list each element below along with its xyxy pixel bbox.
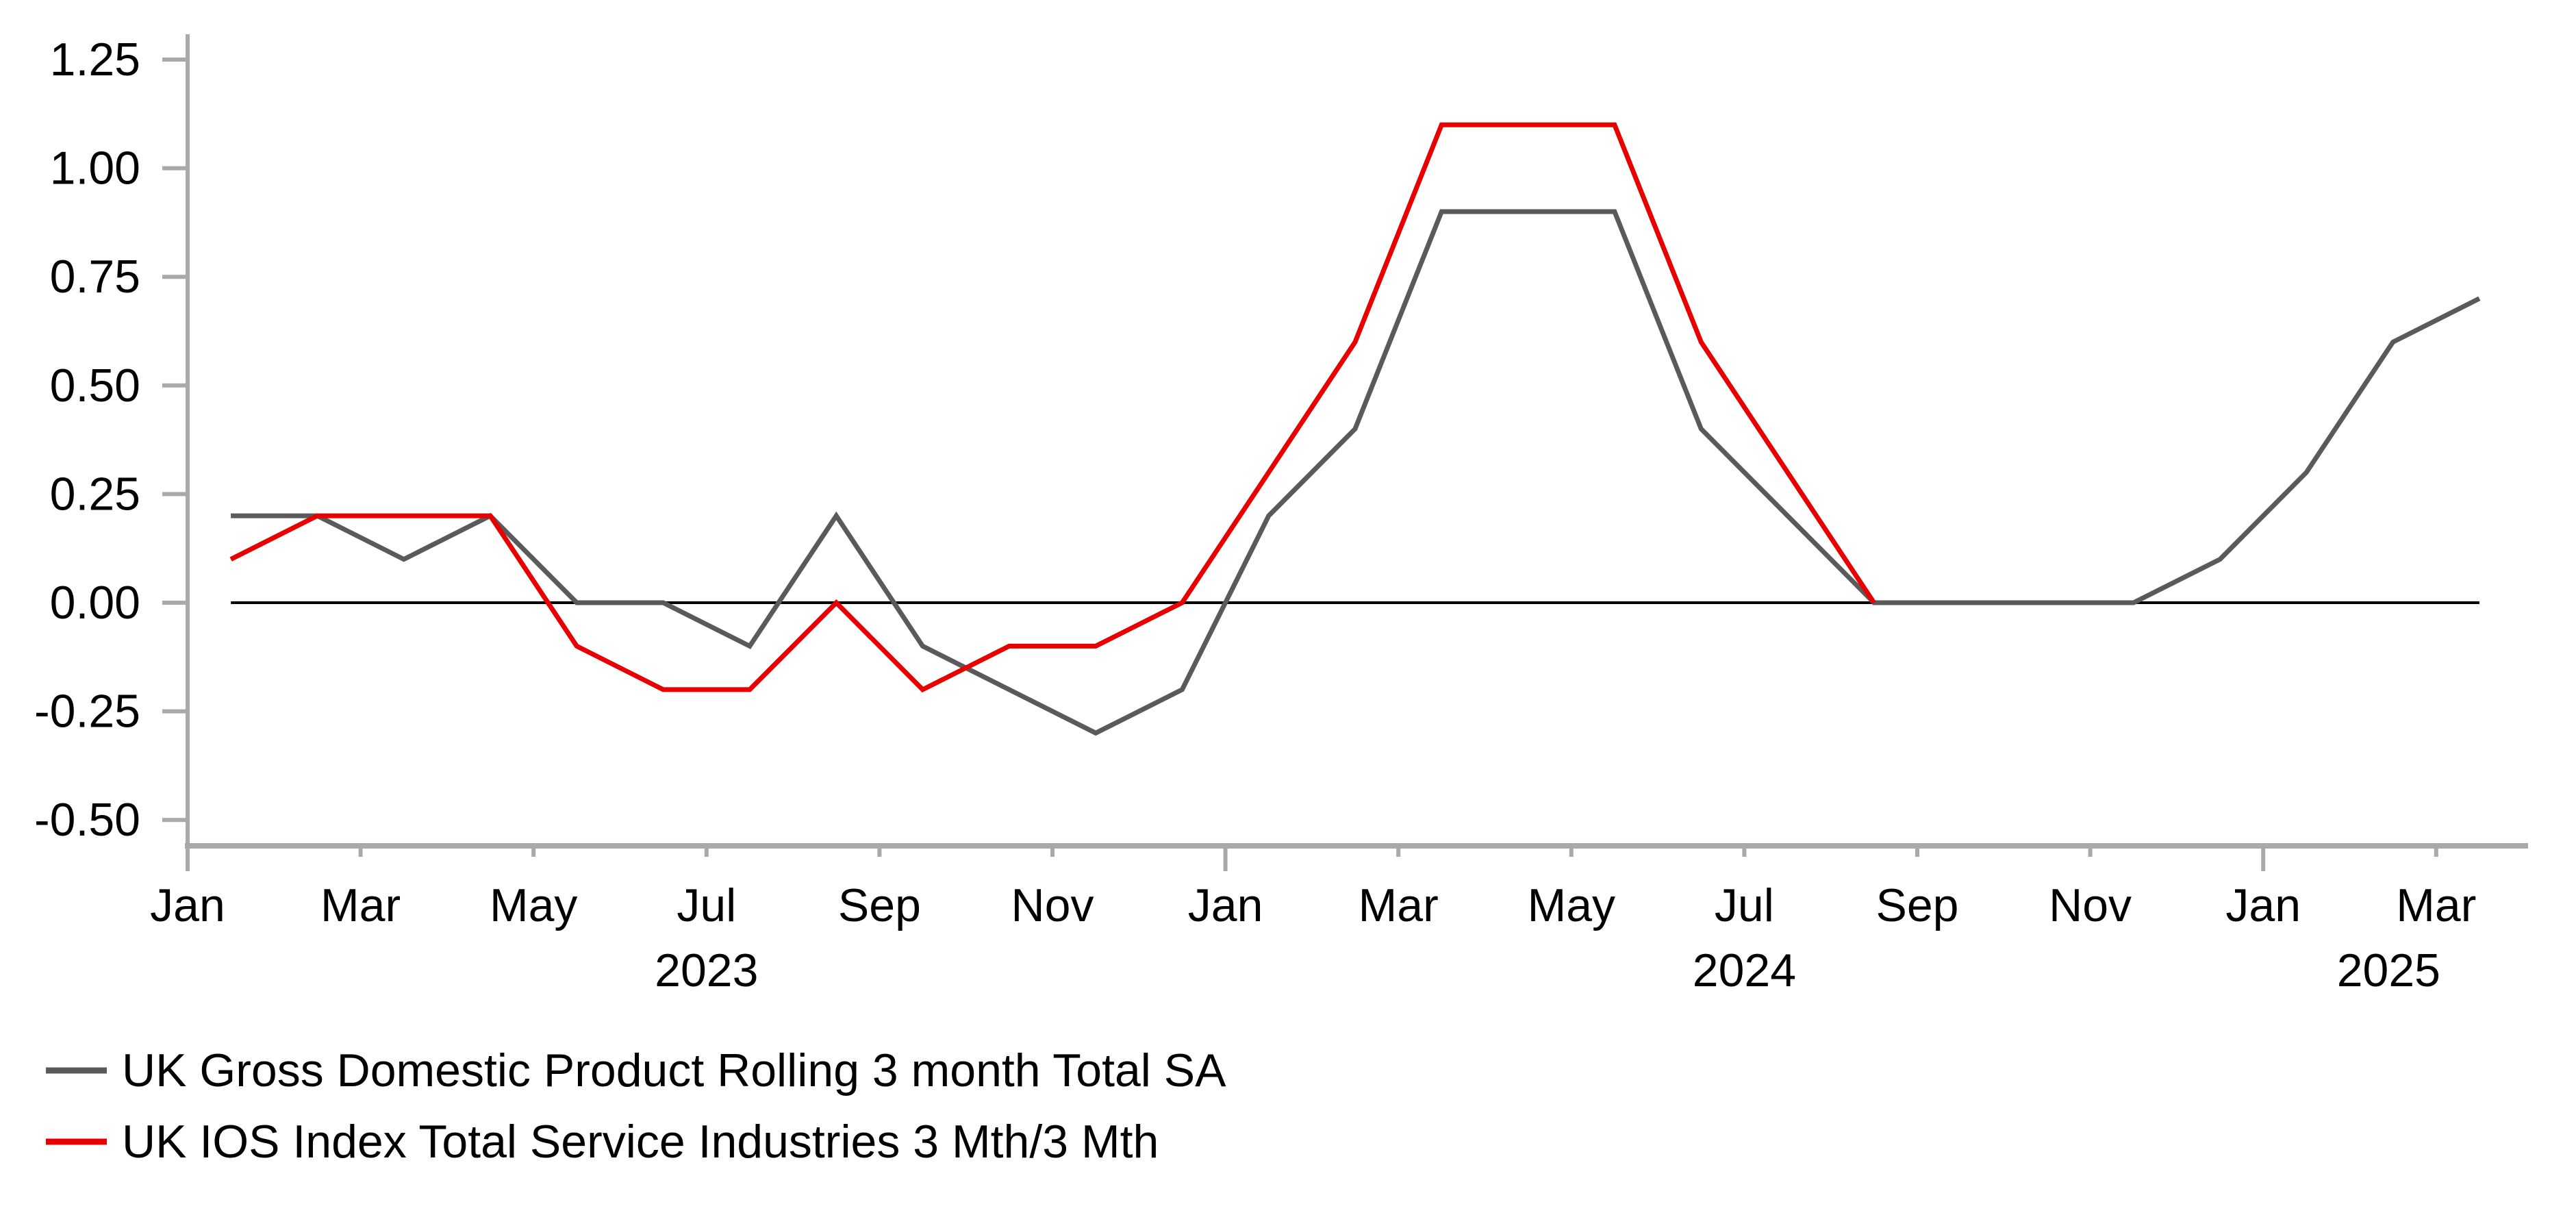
x-tick-label: Mar [1359, 879, 1439, 931]
series-line-ios [229, 122, 1876, 693]
year-label: 2024 [1693, 944, 1796, 997]
x-tick-label: Jul [677, 879, 736, 931]
y-tick-label: 0.00 [50, 577, 140, 629]
y-tick-label: -0.50 [34, 794, 140, 846]
x-tick-label: Jan [1188, 879, 1263, 931]
x-tick-label: May [1528, 879, 1615, 931]
x-tick-label: Nov [1011, 879, 1094, 931]
x-tick-label: Jan [150, 879, 225, 931]
x-tick-label: Mar [2396, 879, 2476, 931]
legend-label-gdp: UK Gross Domestic Product Rolling 3 mont… [122, 1044, 1226, 1097]
y-tick-label: 0.50 [50, 360, 140, 412]
legend: UK Gross Domestic Product Rolling 3 mont… [46, 1044, 1226, 1168]
series-layer [229, 122, 2481, 736]
series-line-gdp [231, 209, 2481, 736]
x-tick-label: Sep [838, 879, 921, 931]
year-label: 2025 [2337, 944, 2440, 997]
y-tick-label: 0.25 [50, 468, 140, 520]
year-label: 2023 [655, 944, 758, 997]
x-tick-label: May [490, 879, 577, 931]
y-tick-label: 0.75 [50, 251, 140, 303]
x-tick-label: Jul [1715, 879, 1774, 931]
x-tick-label: Sep [1876, 879, 1959, 931]
x-tick-label: Jan [2225, 879, 2301, 931]
x-tick-label: Mar [320, 879, 401, 931]
y-tick-label: -0.25 [34, 686, 140, 738]
legend-label-ios: UK IOS Index Total Service Industries 3 … [122, 1116, 1159, 1168]
y-tick-label: 1.25 [50, 34, 140, 86]
y-tick-label: 1.00 [50, 142, 140, 195]
x-tick-label: Nov [2049, 879, 2132, 931]
